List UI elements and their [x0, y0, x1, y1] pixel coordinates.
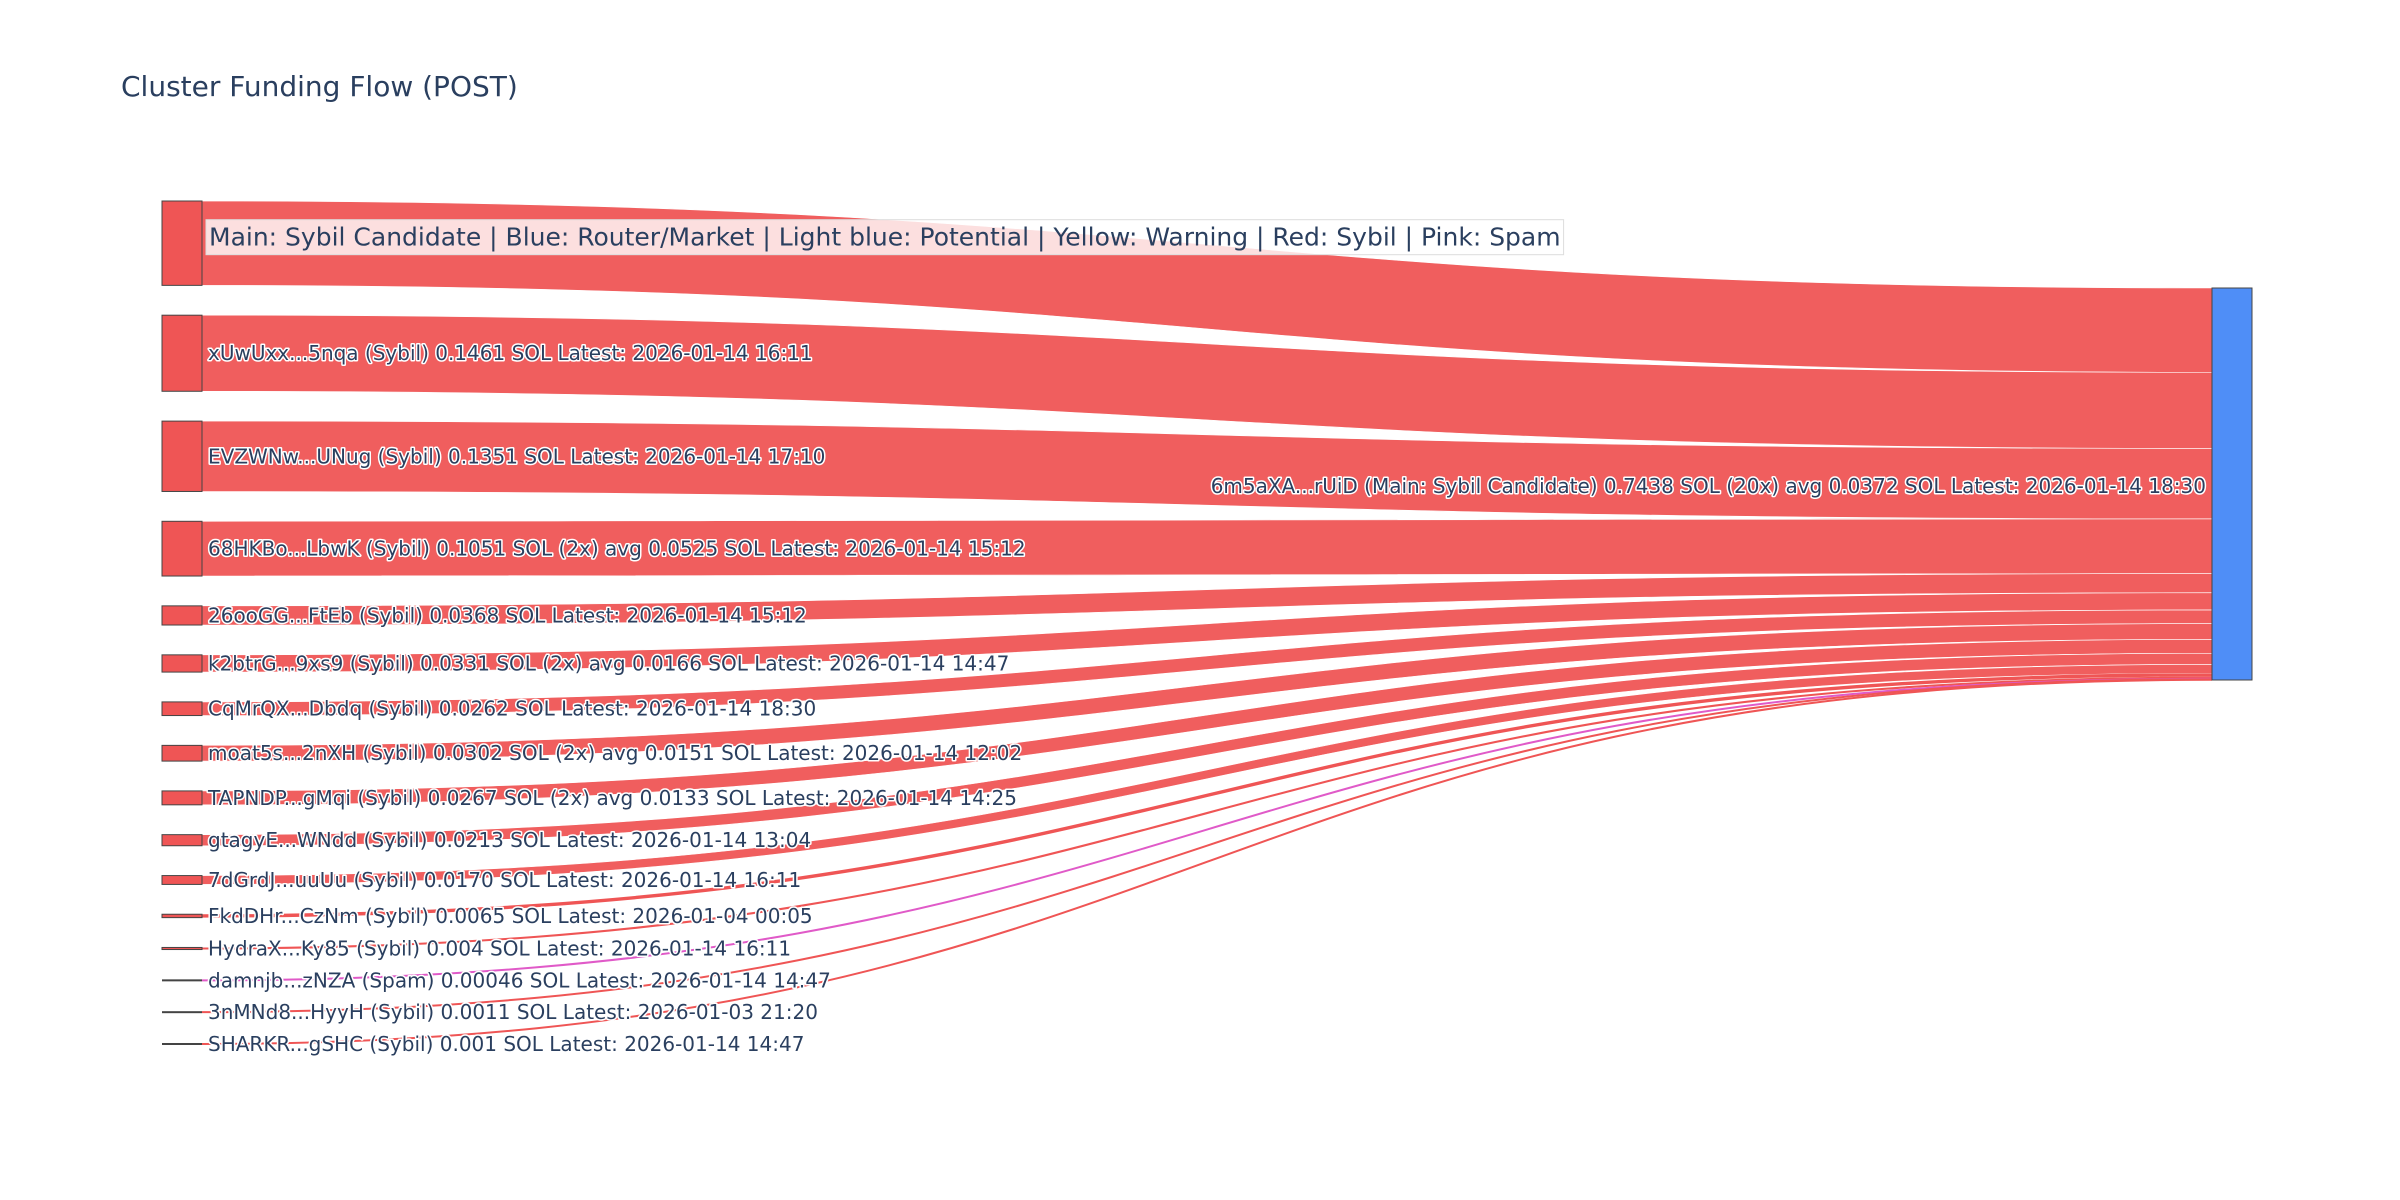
sankey-nodes	[161, 200, 2253, 1045]
source-node[interactable]	[161, 834, 203, 847]
source-node[interactable]	[162, 979, 202, 982]
source-node[interactable]	[161, 701, 203, 717]
sankey-link	[201, 673, 2213, 918]
source-node-label: EVZWNw...UNug (Sybil) 0.1351 SOL Latest:…	[208, 444, 825, 468]
source-node[interactable]	[161, 790, 203, 806]
source-node[interactable]	[162, 1011, 202, 1014]
source-node[interactable]	[161, 913, 203, 919]
source-node[interactable]	[161, 744, 203, 762]
sankey-link	[201, 677, 2213, 982]
target-node[interactable]	[2211, 287, 2253, 681]
source-node-label: xUwUxx...5nqa (Sybil) 0.1461 SOL Latest:…	[208, 341, 813, 365]
source-node-label: 3nMNd8...HyyH (Sybil) 0.0011 SOL Latest:…	[208, 1000, 818, 1024]
source-node[interactable]	[161, 946, 203, 951]
source-node[interactable]	[162, 1043, 202, 1045]
sankey-link	[201, 676, 2213, 950]
source-node-label: gtagyE...WNdd (Sybil) 0.0213 SOL Latest:…	[208, 828, 811, 852]
source-node[interactable]	[161, 605, 203, 626]
source-node[interactable]	[161, 520, 203, 577]
target-node-label: 6m5aXA...rUiD (Main: Sybil Candidate) 0.…	[1211, 474, 2206, 498]
source-node-label: 26ooGG...FtEb (Sybil) 0.0368 SOL Latest:…	[208, 603, 807, 627]
chart-title: Cluster Funding Flow (POST)	[121, 70, 518, 103]
source-node[interactable]	[161, 654, 203, 673]
source-node-label: 68HKBo...LbwK (Sybil) 0.1051 SOL (2x) av…	[208, 537, 1026, 561]
source-node-label: SHARKR...gSHC (Sybil) 0.001 SOL Latest: …	[208, 1032, 804, 1056]
sankey-link	[201, 678, 2213, 1045]
legend-background	[205, 219, 1565, 256]
source-node-label: moat5s...2nXH (Sybil) 0.0302 SOL (2x) av…	[208, 741, 1022, 765]
source-node-label: CqMrQX...Dbdq (Sybil) 0.0262 SOL Latest:…	[208, 697, 816, 721]
source-node[interactable]	[161, 314, 203, 392]
source-node-label: TAPNDP...gMqi (Sybil) 0.0267 SOL (2x) av…	[207, 786, 1017, 810]
source-node-label: damnjb...zNZA (Spam) 0.00046 SOL Latest:…	[208, 968, 831, 992]
source-node-label: k2btrG...9xs9 (Sybil) 0.0331 SOL (2x) av…	[208, 651, 1009, 675]
source-node[interactable]	[161, 200, 203, 286]
source-node-label: 7dGrdJ...uuUu (Sybil) 0.0170 SOL Latest:…	[208, 868, 801, 892]
source-node-label: FkdDHr...CzNm (Sybil) 0.0065 SOL Latest:…	[208, 904, 813, 928]
legend-text: Main: Sybil Candidate | Blue: Router/Mar…	[209, 223, 1561, 252]
sankey-labels: xUwUxx...5nqa (Sybil) 0.1461 SOL Latest:…	[206, 340, 2208, 1058]
source-node[interactable]	[161, 420, 203, 492]
source-node-label: HydraX...Ky85 (Sybil) 0.004 SOL Latest: …	[208, 936, 791, 960]
sankey-link	[201, 678, 2213, 1014]
legend: Main: Sybil Candidate | Blue: Router/Mar…	[205, 219, 1565, 256]
source-node[interactable]	[161, 875, 203, 885]
sankey-links	[201, 200, 2213, 1045]
